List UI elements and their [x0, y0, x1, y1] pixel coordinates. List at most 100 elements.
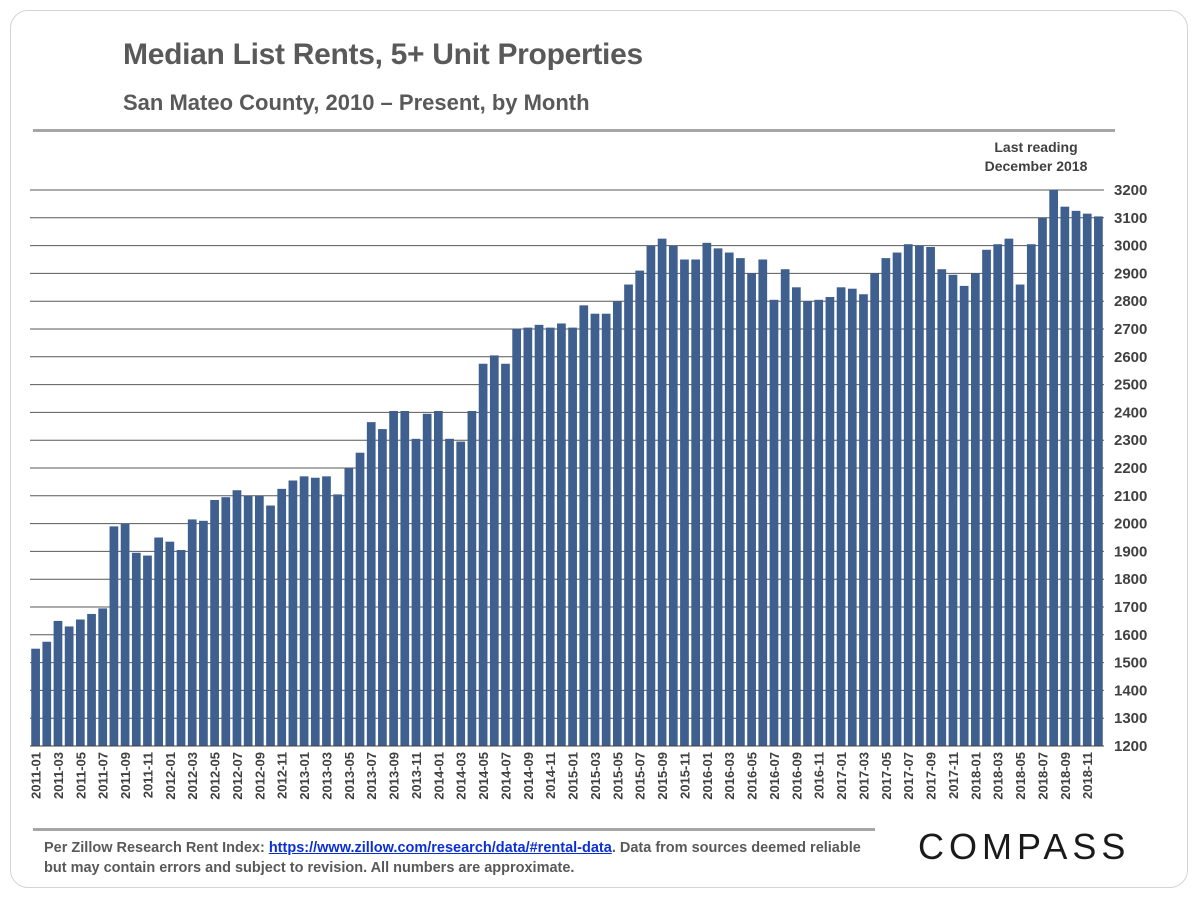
- bar: [1015, 284, 1025, 746]
- x-tick-label: 2015-01: [566, 752, 581, 800]
- y-tick-label: 2400: [1114, 404, 1147, 421]
- bar: [176, 550, 186, 746]
- x-tick-label: 2012-11: [275, 752, 290, 799]
- x-tick-label: 2018-03: [991, 752, 1006, 800]
- bar: [758, 259, 768, 746]
- bar: [266, 505, 275, 746]
- bar: [590, 313, 600, 746]
- bar: [288, 480, 298, 746]
- bar: [64, 626, 74, 746]
- y-tick-label: 3100: [1114, 210, 1147, 227]
- bar: [131, 552, 141, 746]
- x-tick-label: 2014-09: [521, 752, 536, 800]
- source-suffix: . Data from sources deemed reliable but …: [44, 840, 861, 876]
- bar: [143, 555, 152, 746]
- bar: [344, 468, 354, 746]
- y-tick-label: 1300: [1114, 710, 1147, 727]
- x-tick-label: 2015-11: [677, 752, 692, 799]
- x-tick-label: 2011-01: [29, 752, 44, 799]
- bar: [210, 499, 219, 746]
- y-tick-label: 2000: [1114, 516, 1147, 533]
- x-tick-label: 2016-09: [789, 752, 804, 800]
- y-tick-label: 2100: [1114, 488, 1147, 505]
- bar: [736, 258, 745, 746]
- bar: [389, 411, 398, 746]
- bar: [109, 526, 119, 746]
- x-tick-label: 2016-07: [767, 752, 782, 800]
- bar: [1094, 216, 1103, 746]
- bar: [545, 327, 555, 746]
- bar: [400, 411, 410, 746]
- bar: [713, 248, 723, 746]
- x-tick-label: 2013-11: [409, 752, 424, 799]
- bar: [98, 608, 108, 746]
- bar: [892, 252, 902, 747]
- annotation-line-2: December 2018: [984, 158, 1088, 174]
- y-tick-label: 2200: [1114, 460, 1147, 477]
- x-tick-label: 2017-09: [924, 752, 939, 800]
- bar: [836, 287, 846, 746]
- source-link[interactable]: https://www.zillow.com/research/data/#re…: [268, 840, 612, 856]
- y-tick-label: 2300: [1114, 432, 1147, 449]
- y-tick-label: 1900: [1114, 543, 1147, 560]
- bar: [467, 411, 477, 746]
- bar: [680, 259, 689, 746]
- bar: [333, 494, 343, 746]
- x-tick-label: 2011-03: [51, 752, 66, 799]
- y-tick-label: 1500: [1114, 655, 1147, 672]
- x-tick-label: 2014-07: [498, 752, 513, 800]
- y-tick-label: 2900: [1114, 265, 1147, 282]
- x-tick-label: 2013-07: [364, 752, 379, 800]
- bar: [724, 252, 734, 747]
- x-tick-label: 2017-01: [834, 752, 849, 800]
- bar: [53, 620, 63, 746]
- bar: [657, 238, 667, 746]
- bar: [299, 476, 309, 746]
- bar: [512, 329, 522, 746]
- annotation-line-1: Last reading: [994, 139, 1078, 155]
- bar: [187, 519, 197, 746]
- bar: [1071, 210, 1081, 747]
- source-prefix: Per Zillow Research Rent Index:: [44, 840, 269, 856]
- bar: [31, 648, 40, 746]
- x-tick-label: 2018-05: [1013, 752, 1028, 800]
- bar: [310, 477, 320, 746]
- bar: [1082, 213, 1092, 746]
- x-tick-label: 2014-03: [454, 752, 469, 800]
- x-tick-label: 2018-09: [1058, 752, 1073, 800]
- bar: [456, 441, 466, 746]
- x-tick-label: 2012-03: [185, 752, 200, 800]
- x-tick-label: 2017-05: [879, 752, 894, 800]
- bar: [254, 495, 264, 746]
- bar: [411, 438, 421, 746]
- bar: [747, 273, 756, 746]
- x-tick-label: 2015-09: [655, 752, 670, 800]
- y-tick-label: 2600: [1114, 349, 1147, 366]
- x-tick-label: 2018-07: [1035, 752, 1050, 800]
- x-tick-label: 2013-05: [342, 752, 357, 800]
- last-reading-annotation: Last reading December 2018: [962, 138, 1110, 176]
- x-tick-label: 2012-01: [163, 752, 178, 800]
- bar: [881, 258, 891, 746]
- bar: [915, 245, 924, 746]
- bar: [1038, 217, 1047, 747]
- bar: [859, 294, 868, 746]
- bar: [1060, 206, 1070, 746]
- y-tick-label: 2800: [1114, 293, 1147, 310]
- y-tick-label: 2500: [1114, 377, 1147, 394]
- bar: [780, 269, 790, 746]
- bar: [378, 429, 387, 746]
- bar: [579, 305, 589, 746]
- bar: [668, 245, 678, 746]
- bar: [489, 355, 499, 746]
- bar: [154, 537, 164, 746]
- bar: [1026, 244, 1036, 746]
- bar: [702, 242, 712, 746]
- y-tick-label: 3200: [1114, 182, 1147, 199]
- y-tick-label: 1800: [1114, 571, 1147, 588]
- chart-title: Median List Rents, 5+ Unit Properties: [123, 38, 643, 71]
- source-note: Per Zillow Research Rent Index: https://…: [44, 838, 884, 878]
- x-tick-label: 2018-01: [968, 752, 983, 800]
- bar: [433, 411, 443, 746]
